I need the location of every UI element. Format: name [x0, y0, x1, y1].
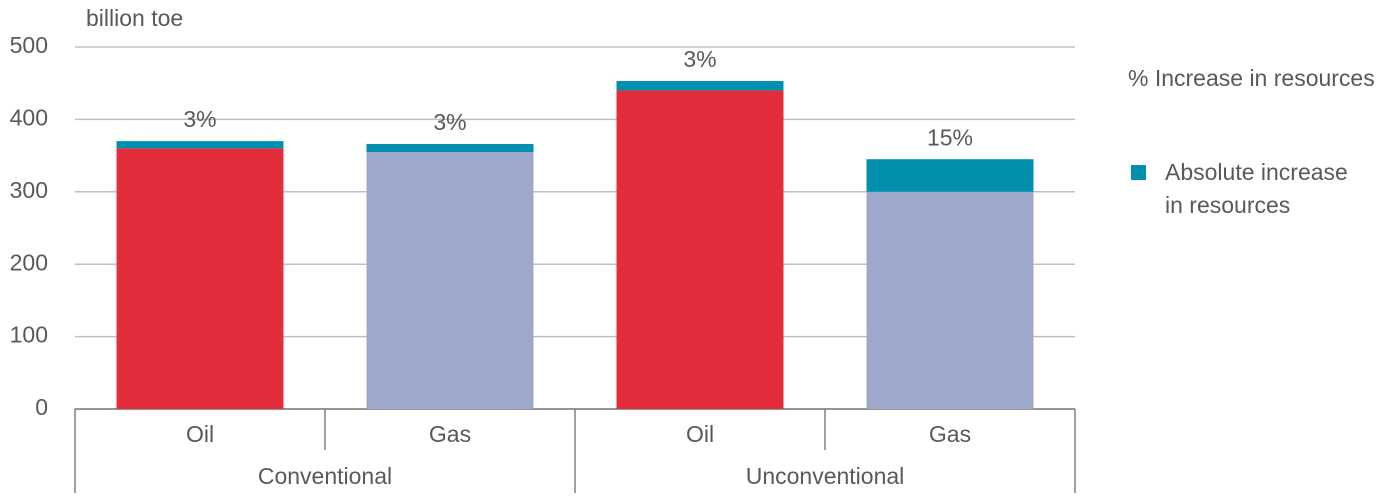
data-label: 3% [183, 106, 216, 132]
bar-segment [116, 148, 284, 410]
y-tick-label: 100 [10, 322, 48, 348]
y-tick-label: 300 [10, 177, 48, 203]
x-tick-label: Oil [686, 421, 714, 447]
legend-label: Absolute increase in resources [1165, 159, 1348, 218]
y-axis-label: billion toe [86, 5, 183, 31]
bar-segment [366, 151, 534, 410]
y-tick-label: 200 [10, 249, 48, 275]
data-label: 15% [927, 124, 973, 150]
bar-segment [116, 141, 284, 149]
group-label: Conventional [258, 463, 392, 489]
bar-segment [616, 90, 784, 409]
legend-label-percent: % Increase in resources [1128, 65, 1375, 91]
data-label: 3% [683, 46, 716, 72]
data-label: 3% [433, 109, 466, 135]
bar-segment [866, 159, 1034, 192]
bar-segment [616, 81, 784, 91]
y-tick-label: 400 [10, 104, 48, 130]
x-tick-label: Oil [186, 421, 214, 447]
x-tick-label: Gas [929, 421, 971, 447]
bar-segment [366, 144, 534, 152]
y-tick-label: 500 [10, 32, 48, 58]
y-tick-label: 0 [35, 394, 48, 420]
group-label: Unconventional [746, 463, 905, 489]
x-tick-label: Gas [429, 421, 471, 447]
bar-segment [866, 191, 1034, 409]
legend-swatch [1131, 165, 1146, 180]
